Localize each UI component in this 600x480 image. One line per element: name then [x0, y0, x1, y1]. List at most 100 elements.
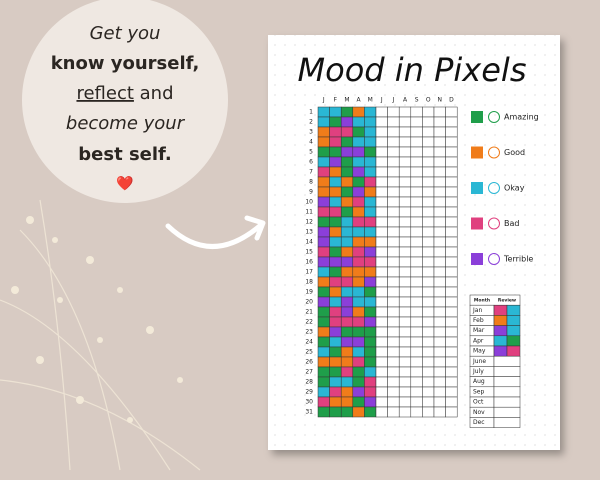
pixel-cell — [352, 356, 365, 368]
pixel-cell — [387, 316, 400, 328]
flower-buds — [11, 216, 183, 423]
pixel-cell — [375, 256, 388, 268]
pixel-cell — [398, 136, 412, 148]
pixel-cell — [422, 116, 435, 128]
pixel-cell — [433, 396, 446, 408]
pixel-cell — [364, 186, 377, 198]
day-label: 10 — [305, 199, 313, 206]
pixel-cell — [340, 166, 354, 178]
pixel-cell — [398, 296, 412, 308]
pixel-cell — [329, 316, 342, 328]
pixel-cell — [422, 356, 435, 368]
legend-label: Good — [504, 148, 525, 157]
pixel-cell — [445, 376, 458, 388]
pixel-cell — [445, 146, 458, 158]
pixel-cell — [422, 196, 435, 208]
pixel-cell — [340, 116, 354, 128]
pixel-cell — [317, 236, 330, 248]
month-label: J — [322, 97, 325, 104]
pixel-cell — [398, 106, 412, 118]
pixel-cell — [422, 326, 435, 338]
pixel-cell — [317, 376, 330, 388]
pixel-cell — [433, 316, 446, 328]
pixel-cell — [445, 306, 458, 318]
review-month: June — [472, 358, 486, 365]
promo-circle — [22, 0, 228, 203]
day-label: 25 — [305, 349, 313, 356]
day-label: 6 — [309, 159, 313, 166]
pixel-cell — [433, 366, 446, 378]
promo-word: and — [140, 83, 174, 104]
day-label: 11 — [305, 209, 313, 216]
pixel-cell — [445, 116, 458, 128]
pixel-cell — [329, 126, 342, 138]
pixel-cell — [445, 356, 458, 368]
pixel-cell — [364, 376, 377, 388]
review-cell — [493, 417, 521, 428]
pixel-cell — [445, 196, 458, 208]
pixel-cell — [340, 106, 354, 118]
day-label: 17 — [305, 269, 313, 276]
pixel-cell — [387, 146, 400, 158]
day-label: 4 — [309, 139, 313, 146]
pixel-cell — [410, 306, 423, 318]
pixel-cell — [387, 176, 400, 188]
pixel-cell — [422, 316, 435, 328]
pixel-cell — [352, 176, 365, 188]
review-month: Dec — [473, 419, 485, 426]
pixel-cell — [375, 216, 388, 228]
pixel-cell — [387, 366, 400, 378]
day-label: 26 — [305, 359, 313, 366]
pixel-cell — [364, 306, 377, 318]
pixel-cell — [398, 306, 412, 318]
pixel-cell — [410, 236, 423, 248]
pixel-cell — [329, 376, 342, 388]
legend-swatch — [471, 182, 483, 194]
pixel-cell — [445, 386, 458, 398]
review-color — [506, 335, 521, 347]
pixel-cell — [364, 316, 377, 328]
pixel-cell — [422, 346, 435, 358]
pixel-cell — [410, 256, 423, 268]
review-color — [493, 304, 508, 316]
pixel-cell — [340, 376, 354, 388]
legend-label: Amazing — [504, 113, 539, 122]
pixel-cell — [445, 286, 458, 298]
pixel-cell — [317, 356, 330, 368]
pixel-cell — [364, 146, 377, 158]
pixel-cell — [422, 286, 435, 298]
pixel-cell — [375, 236, 388, 248]
day-label: 29 — [305, 389, 313, 396]
pixel-cell — [398, 186, 412, 198]
pixel-cell — [364, 236, 377, 248]
pixel-cell — [352, 246, 365, 258]
pixel-cell — [433, 116, 446, 128]
pixel-cell — [387, 266, 400, 278]
pixel-cell — [410, 316, 423, 328]
pixel-cell — [398, 196, 412, 208]
pixel-cell — [364, 406, 377, 418]
pixel-cell — [433, 146, 446, 158]
pixel-cell — [364, 326, 377, 338]
review-month: Oct — [473, 399, 484, 406]
pixel-cell — [398, 316, 412, 328]
review-header-label: Review — [498, 298, 516, 304]
pixel-cell — [375, 386, 388, 398]
pixel-cell — [329, 116, 342, 128]
review-month: Aug — [473, 378, 485, 385]
pixel-cell — [433, 256, 446, 268]
pixel-cell — [445, 336, 458, 348]
review-cell — [493, 366, 521, 377]
pixel-cell — [433, 186, 446, 198]
review-cell — [493, 396, 521, 408]
pixel-cell — [387, 226, 400, 238]
pixel-cell — [433, 376, 446, 388]
pixel-cell — [329, 326, 342, 338]
pixel-cell — [398, 376, 412, 388]
pixel-cell — [352, 376, 365, 388]
pixel-cell — [364, 256, 377, 268]
pixel-cell — [364, 196, 377, 208]
pixel-cell — [445, 256, 458, 268]
pixel-cell — [375, 396, 388, 408]
pixel-cell — [445, 346, 458, 358]
